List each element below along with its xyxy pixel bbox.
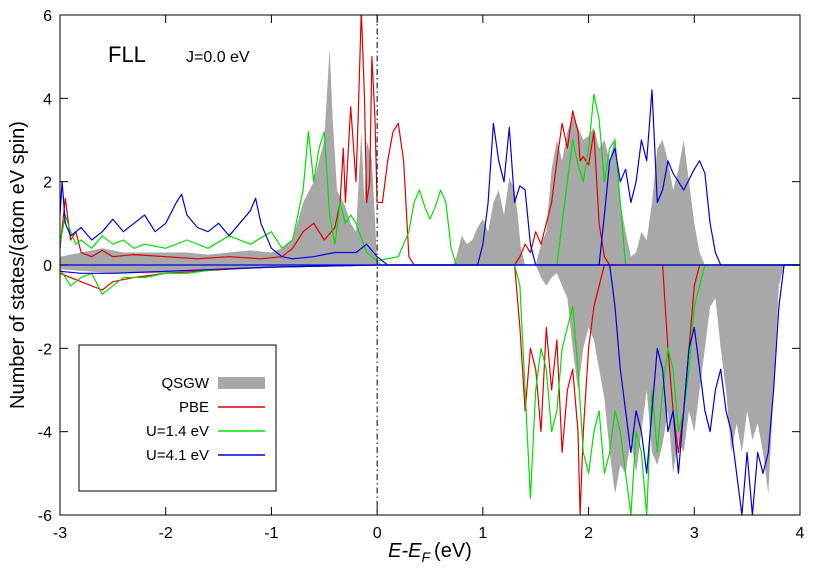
x-tick-label: -2 [159,525,173,542]
legend-swatch-0 [218,377,265,389]
y-tick-label: 0 [43,258,52,275]
x-tick-label: 4 [796,525,805,542]
method-annotation: FLL [108,42,146,67]
y-tick-label: -2 [38,341,52,358]
x-axis-label: E-EF (eV) [388,540,472,565]
legend-label-0: QSGW [162,375,210,392]
y-axis-label: Number of states/(atom eV spin) [7,121,29,409]
legend: QSGW PBE U=1.4 eV U=4.1 eV [78,344,277,492]
series-0-up-area [60,48,800,265]
y-tick-label: 6 [43,8,52,25]
x-tick-label: 3 [690,525,699,542]
x-tick-label: 0 [373,525,382,542]
y-tick-label: 4 [43,91,52,108]
y-tick-label: -6 [38,508,52,525]
legend-box [78,344,277,492]
x-tick-label: 1 [478,525,487,542]
x-axis-label-subscript: F [421,549,431,565]
series-0-down-area [60,265,800,495]
legend-label-3: U=4.1 eV [146,447,209,464]
x-axis-label-main: E-E [388,540,422,562]
x-axis-label-unit: (eV) [434,540,472,562]
series-3-up-line [60,89,800,266]
series-2-up-line [60,93,800,266]
ticks-layer: -3 -2 -1 0 1 2 3 4 -6 -4 -2 0 2 4 6 [38,8,805,542]
legend-label-2: U=1.4 eV [146,423,209,440]
series-2-down-line [60,264,800,515]
x-tick-label: 2 [584,525,593,542]
y-tick-label: -4 [38,425,52,442]
j-parameter-annotation: J=0.0 eV [186,49,250,66]
x-tick-label: -1 [264,525,278,542]
y-tick-label: 2 [43,175,52,192]
x-tick-label: -3 [53,525,67,542]
legend-label-1: PBE [179,399,209,416]
series-1-up-line [60,15,800,266]
